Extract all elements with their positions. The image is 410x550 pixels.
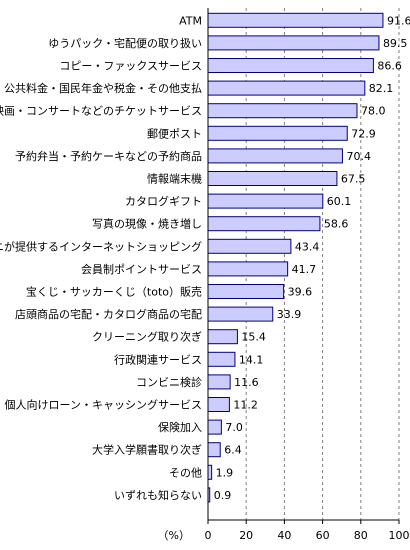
value-label-10: 43.4 (295, 240, 320, 253)
value-label-16: 11.6 (234, 376, 259, 389)
bar-19 (207, 442, 221, 458)
value-label-19: 6.4 (224, 444, 242, 457)
value-label-7: 67.5 (341, 173, 366, 186)
category-label-7: 情報端末機 (147, 172, 202, 186)
bar-12 (207, 284, 285, 299)
value-label-3: 82.1 (369, 82, 394, 95)
category-label-12: 宝くじ・サッカーくじ（toto）販売 (26, 285, 202, 299)
axis-layer (207, 8, 400, 524)
x-tick-label-80: 80 (354, 529, 368, 542)
value-label-5: 72.9 (351, 127, 376, 140)
label-layer: ATM 91.6 ゆうパック・宅配便の取り扱い 89.5 コピー・ファックスサービス 86… (0, 14, 410, 542)
bar-18 (207, 419, 222, 435)
category-label-16: コンビニ検診 (136, 375, 202, 389)
bar-11 (207, 261, 289, 277)
x-tick-label-0: 0 (205, 529, 212, 542)
value-label-0: 91.6 (387, 14, 410, 27)
category-label-9: 写真の現像・焼き増し (92, 217, 202, 231)
bar-layer (207, 12, 384, 503)
value-label-15: 14.1 (239, 353, 264, 366)
category-label-11: 会員制ポイントサービス (81, 263, 202, 276)
bar-15 (207, 351, 236, 367)
category-label-1: ゆうパック・宅配便の取り扱い (48, 36, 202, 50)
category-label-17: 個人向けローン・キャッシングサービス (5, 398, 202, 412)
bar-16 (207, 374, 231, 390)
x-tick-label-60: 60 (316, 529, 330, 542)
value-label-6: 70.4 (346, 150, 371, 163)
bar-3 (207, 80, 366, 96)
value-label-1: 89.5 (383, 37, 408, 50)
value-label-9: 58.6 (324, 218, 349, 231)
category-label-15: 行政関連サービス (114, 352, 202, 366)
bar-10 (207, 238, 292, 254)
category-label-14: クリーニング取り次ぎ (92, 330, 202, 344)
bar-13 (207, 306, 274, 322)
category-label-13: 店頭商品の宅配・カタログ商品の宅配 (15, 307, 202, 321)
bar-4 (207, 103, 358, 119)
category-label-6: 予約弁当・予約ケーキなどの予約商品 (15, 149, 202, 163)
x-unit-label: （%） (158, 529, 190, 542)
category-label-0: ATM (179, 14, 202, 27)
value-label-2: 86.6 (377, 60, 402, 73)
category-label-10: コンビニが提供するインターネットショッピング (0, 239, 202, 253)
bar-20 (207, 464, 213, 480)
value-label-11: 41.7 (292, 263, 317, 276)
category-label-3: 公共料金・国民年金や税金・その他支払 (4, 81, 202, 95)
value-label-12: 39.6 (288, 286, 313, 299)
category-label-21: いずれも知らない (114, 488, 202, 502)
bar-5 (207, 125, 348, 141)
value-label-4: 78.0 (361, 105, 386, 118)
bar-7 (207, 171, 338, 186)
value-label-13: 33.9 (277, 308, 302, 321)
category-label-20: その他 (169, 466, 202, 479)
bar-9 (207, 216, 321, 232)
bar-1 (207, 35, 380, 51)
bar-0 (207, 12, 384, 28)
category-label-8: カタログギフト (125, 194, 202, 208)
x-tick-label-20: 20 (239, 529, 253, 542)
category-label-18: 保険加入 (158, 420, 202, 434)
x-tick-label-100: 100 (389, 529, 410, 542)
category-label-19: 大学入学願書取り次ぎ (92, 443, 202, 457)
value-label-14: 15.4 (241, 331, 266, 344)
value-label-18: 7.0 (225, 421, 243, 434)
category-label-5: 郵便ポスト (147, 127, 202, 140)
value-label-8: 60.1 (327, 195, 352, 208)
value-label-21: 0.9 (214, 489, 232, 502)
value-label-17: 11.2 (233, 399, 258, 412)
x-tick-label-40: 40 (277, 529, 291, 542)
bar-2 (207, 58, 374, 73)
category-label-4: 映画・コンサートなどのチケットサービス (0, 105, 202, 118)
bar-6 (207, 148, 343, 164)
bar-17 (207, 397, 230, 412)
value-label-20: 1.9 (216, 466, 234, 479)
category-label-2: コピー・ファックスサービス (59, 60, 202, 73)
bar-8 (207, 193, 324, 209)
bar-14 (207, 329, 238, 345)
